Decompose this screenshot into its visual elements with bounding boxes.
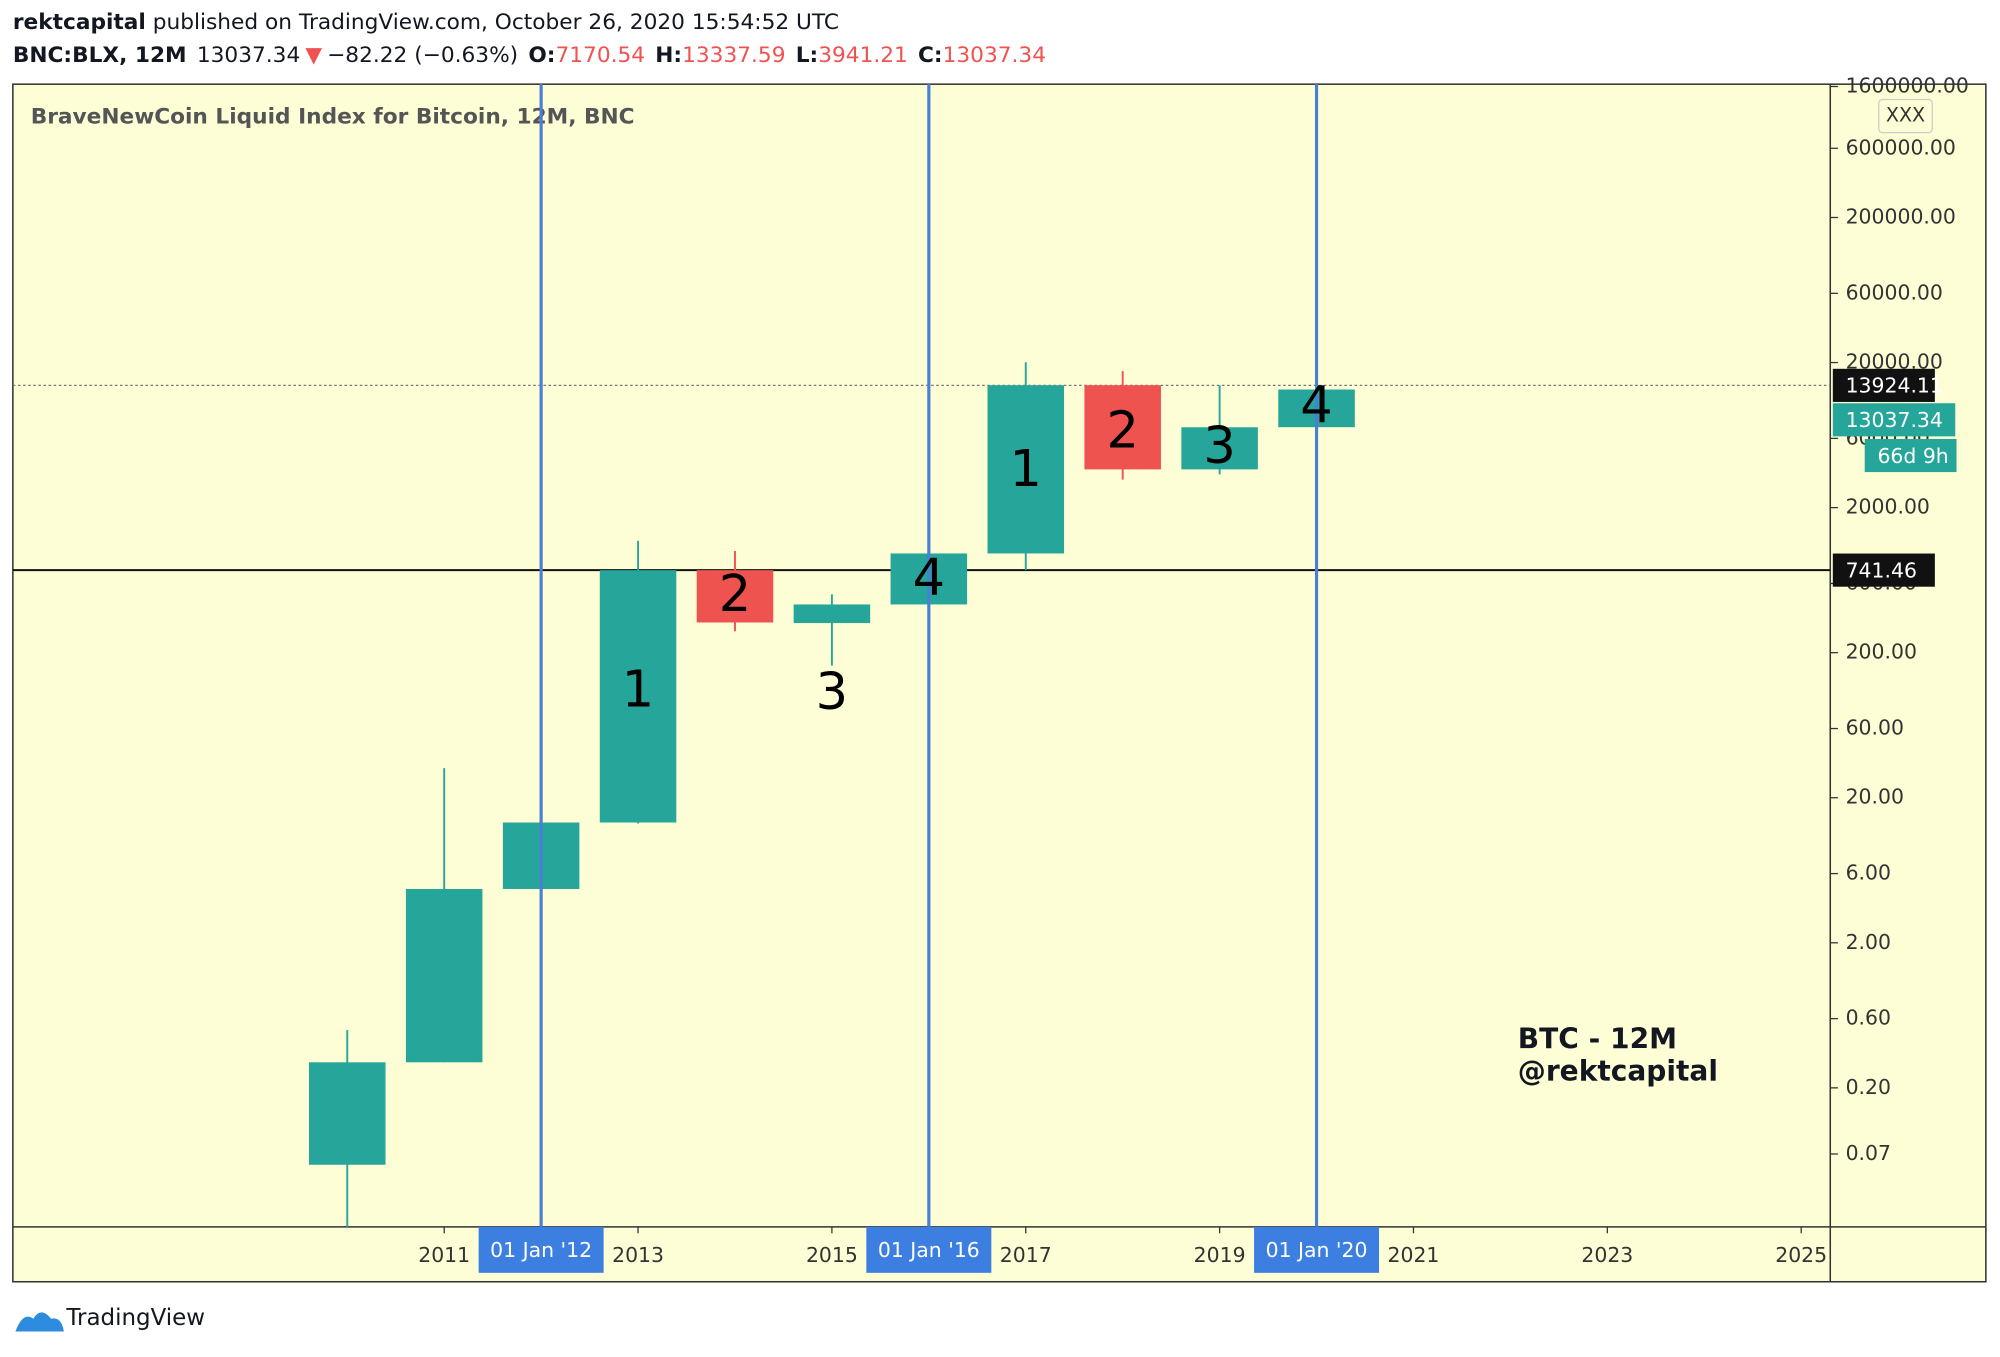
price-label: 13924.11	[1846, 374, 1943, 398]
candle-body	[309, 1062, 386, 1165]
y-tick-label: 60.00	[1846, 716, 1904, 740]
price-label: 741.46	[1846, 558, 1917, 582]
y-tick-label: 6.00	[1846, 861, 1891, 885]
date-badge	[478, 1226, 604, 1273]
date-badge-label: 01 Jan '12	[490, 1238, 592, 1262]
y-tick-label: 20.00	[1846, 785, 1904, 809]
candle-body	[405, 888, 483, 1063]
y-tick-label: 200.00	[1846, 640, 1917, 664]
o-label: O:	[528, 43, 555, 68]
y-tick-label: 2000.00	[1846, 495, 1930, 519]
l: 3941.21	[818, 43, 908, 68]
candle-body	[696, 570, 774, 623]
change: −82.22 (−0.63%)	[327, 43, 518, 68]
cycle-label: 3	[1203, 417, 1235, 476]
l-label: L:	[796, 43, 818, 68]
ohlc-line: BNC:BLX, 12M 13037.34 ▼ −82.22 (−0.63%) O:71…	[13, 43, 1046, 68]
price-label-box	[1832, 368, 1935, 402]
watermark: BTC - 12M	[1518, 1023, 1677, 1056]
x-tick-label: 2011	[418, 1243, 470, 1267]
x-tick-label: 2021	[1388, 1243, 1440, 1267]
cycle-label: 1	[622, 661, 654, 720]
date-badge-label: 01 Jan '16	[878, 1238, 980, 1262]
published: published on TradingView.com, October 26…	[146, 10, 839, 35]
last-price-label: 13037.34	[1846, 408, 1943, 432]
x-tick-label: 2023	[1581, 1243, 1633, 1267]
c: 13037.34	[943, 43, 1046, 68]
y-tick-label: 0.20	[1846, 1075, 1891, 1099]
candle-body	[793, 604, 871, 624]
header-line: rektcapital published on TradingView.com…	[13, 10, 839, 35]
countdown-label: 66d 9h	[1877, 444, 1948, 468]
y-tick-label: 200000.00	[1846, 204, 1956, 228]
x-tick-label: 2015	[806, 1243, 858, 1267]
scale-badge-box[interactable]	[1878, 98, 1933, 134]
candle-body	[1181, 427, 1258, 470]
scale-badge[interactable]: XXX	[1886, 104, 1925, 127]
last: 13037.34	[197, 43, 300, 68]
y-tick-label: 60000.00	[1846, 280, 1943, 304]
candle-body	[987, 385, 1065, 554]
cycle-label: 4	[1300, 376, 1332, 435]
x-tick-label: 2025	[1775, 1243, 1827, 1267]
y-tick-label: 1600000.00	[1846, 73, 1969, 97]
watermark: @rektcapital	[1518, 1055, 1718, 1088]
footer-logo: TradingView	[15, 1305, 205, 1332]
h-label: H:	[655, 43, 682, 68]
y-tick-label: 0.07	[1846, 1141, 1891, 1165]
date-badge	[866, 1226, 992, 1273]
x-tick-label: 2013	[612, 1243, 664, 1267]
y-tick-label: 600000.00	[1846, 135, 1956, 159]
brand: TradingView	[65, 1305, 205, 1331]
legend: BraveNewCoin Liquid Index for Bitcoin, 1…	[31, 104, 635, 129]
cycle-label: 4	[913, 548, 945, 607]
candle-body	[1084, 385, 1161, 470]
logo	[15, 1312, 64, 1332]
cycle-label: 3	[816, 663, 848, 722]
x-tick-label: 2017	[1000, 1243, 1052, 1267]
y-tick-label: 2.00	[1846, 930, 1891, 954]
x-tick-label: 2019	[1194, 1243, 1246, 1267]
h: 13337.59	[682, 43, 785, 68]
date-badge-label: 01 Jan '20	[1266, 1238, 1368, 1262]
date-badge	[1254, 1226, 1380, 1273]
cycle-label: 2	[719, 565, 751, 624]
c-label: C:	[918, 43, 943, 68]
y-tick-label: 0.60	[1846, 1006, 1891, 1030]
candle-body	[599, 570, 677, 823]
countdown-label-box	[1864, 438, 1957, 473]
author: rektcapital	[13, 10, 146, 35]
cycle-label: 1	[1010, 440, 1042, 499]
chart-frame	[12, 83, 1987, 1283]
price-label-box	[1832, 553, 1935, 587]
symbol: BNC:BLX, 12M	[13, 43, 187, 68]
last-price-label-box	[1832, 403, 1956, 437]
arrow: ▼	[305, 43, 322, 68]
o: 7170.54	[555, 43, 645, 68]
cycle-label: 2	[1106, 402, 1138, 461]
